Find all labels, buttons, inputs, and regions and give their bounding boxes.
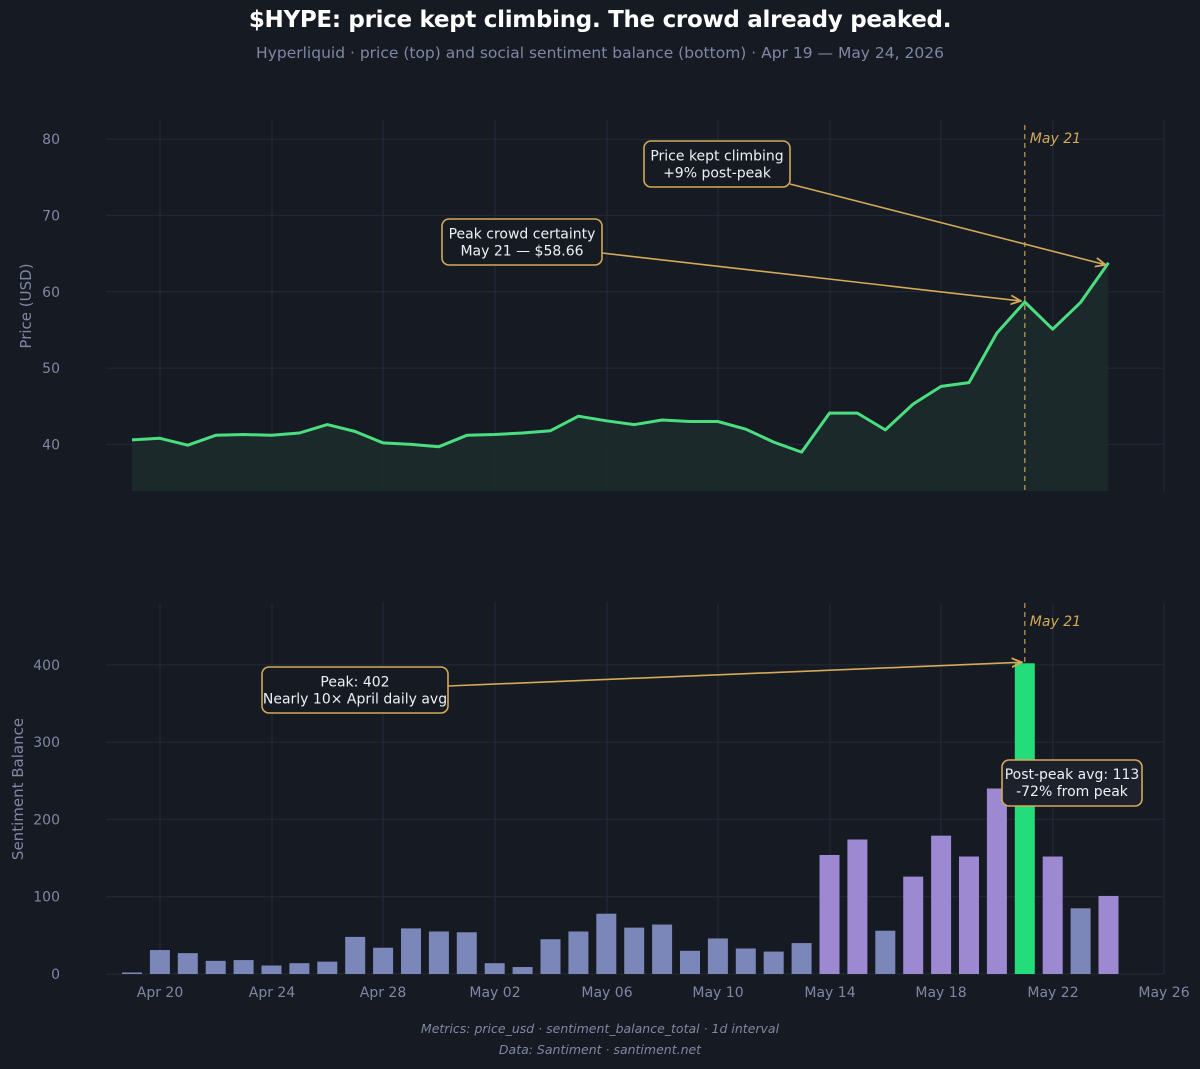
sentiment-bar: [819, 854, 840, 974]
annotation-price-climbing-arrow: [789, 183, 1106, 265]
sentiment-bar: [959, 856, 979, 974]
annotation-sentiment-peak-arrow: [447, 662, 1022, 687]
price-area: [132, 262, 1109, 491]
chart-subtitle: Hyperliquid · price (top) and social sen…: [256, 44, 944, 62]
sentiment-tick-label: 100: [33, 890, 60, 906]
sentiment-bar: [568, 931, 589, 974]
sentiment-bar: [903, 876, 924, 974]
annotation-price-climbing-text: +9% post-peak: [663, 166, 772, 182]
sentiment-bar: [401, 928, 421, 974]
sentiment-bar: [261, 965, 282, 974]
price-marker-label: May 21: [1030, 131, 1081, 147]
sentiment-bar: [233, 960, 254, 974]
sentiment-bar: [1042, 856, 1063, 974]
sentiment-tick-label: 200: [33, 812, 60, 828]
chart-title: $HYPE: price kept climbing. The crowd al…: [248, 7, 952, 33]
sentiment-bar: [763, 951, 784, 974]
x-tick-label: Apr 20: [137, 985, 183, 1001]
sentiment-bar: [735, 948, 756, 974]
price-panel: 40 50 60 70 80 Price (USD) May 21 Price kept cl…: [17, 120, 1165, 491]
annotation-post-peak-text: -72% from peak: [1016, 784, 1129, 800]
footer-metrics: Metrics: price_usd · sentiment_balance_t…: [420, 1021, 780, 1036]
sentiment-bar: [1014, 663, 1035, 974]
price-axis-label: Price (USD): [17, 263, 35, 348]
x-tick-label: May 26: [1138, 985, 1189, 1001]
x-tick-label: May 10: [692, 985, 743, 1001]
sentiment-bar: [345, 936, 366, 974]
sentiment-bar: [624, 927, 645, 974]
footer-source: Data: Santiment · santiment.net: [498, 1042, 702, 1057]
sentiment-bar: [1070, 908, 1091, 974]
x-tick-label: May 02: [469, 985, 520, 1001]
annotation-sentiment-peak-box: [261, 666, 449, 714]
sentiment-bar: [540, 939, 561, 974]
sentiment-bar: [1098, 895, 1119, 974]
annotation-peak-certainty-box: [441, 218, 603, 266]
sentiment-axis-label: Sentiment Balance: [9, 718, 27, 860]
x-tick-label: May 22: [1027, 985, 1078, 1001]
sentiment-bar: [791, 943, 812, 974]
sentiment-bar: [317, 961, 338, 974]
annotation-peak-certainty-arrow: [601, 252, 1021, 301]
annotation-sentiment-peak-text: Peak: 402: [320, 675, 389, 691]
sentiment-bar: [484, 963, 505, 974]
annotation-price-climbing-text: Price kept climbing: [650, 149, 783, 165]
price-tick-label: 60: [42, 285, 60, 301]
annotation-peak-certainty-text: May 21 — $58.66: [460, 244, 583, 260]
sentiment-bar: [652, 924, 673, 974]
x-tick-label: May 14: [804, 985, 855, 1001]
sentiment-bar: [149, 950, 170, 974]
sentiment-bar: [289, 963, 310, 974]
price-tick-label: 40: [42, 437, 60, 453]
x-tick-label: May 06: [581, 985, 632, 1001]
x-tick-label: Apr 28: [360, 985, 406, 1001]
annotation-peak-certainty-text: Peak crowd certainty: [449, 227, 596, 243]
sentiment-bar: [456, 932, 477, 974]
price-tick-label: 50: [42, 361, 60, 377]
price-tick-label: 70: [42, 208, 60, 224]
sentiment-bar: [596, 913, 617, 974]
sentiment-bar: [122, 972, 142, 974]
sentiment-bar: [373, 947, 394, 974]
x-tick-label: Apr 24: [249, 985, 296, 1001]
sentiment-tick-label: 0: [51, 967, 60, 983]
annotation-price-climbing-box: [643, 140, 791, 188]
sentiment-bar: [205, 960, 226, 974]
sentiment-bar: [428, 931, 449, 974]
sentiment-bar: [512, 967, 533, 974]
sentiment-tick-label: 400: [33, 658, 60, 674]
sentiment-panel: 0 100 200 300 400 Apr 20 Apr 24 Apr 28 May 02 May…: [9, 603, 1190, 1001]
price-tick-label: 80: [42, 132, 60, 148]
sentiment-bar: [875, 930, 896, 974]
sentiment-marker-label: May 21: [1030, 614, 1081, 630]
sentiment-bar: [707, 938, 728, 974]
sentiment-bar: [986, 788, 1007, 974]
sentiment-bar: [847, 839, 868, 974]
annotation-post-peak-text: Post-peak avg: 113: [1005, 767, 1140, 783]
sentiment-bar: [177, 953, 198, 974]
sentiment-bar: [931, 835, 952, 974]
sentiment-tick-label: 300: [33, 735, 60, 751]
sentiment-bar: [680, 950, 700, 974]
price-series-line: [131, 261, 1110, 454]
annotation-sentiment-peak-text: Nearly 10× April daily avg: [263, 692, 447, 708]
x-tick-label: May 18: [915, 985, 966, 1001]
annotation-post-peak-box: [1001, 759, 1143, 807]
